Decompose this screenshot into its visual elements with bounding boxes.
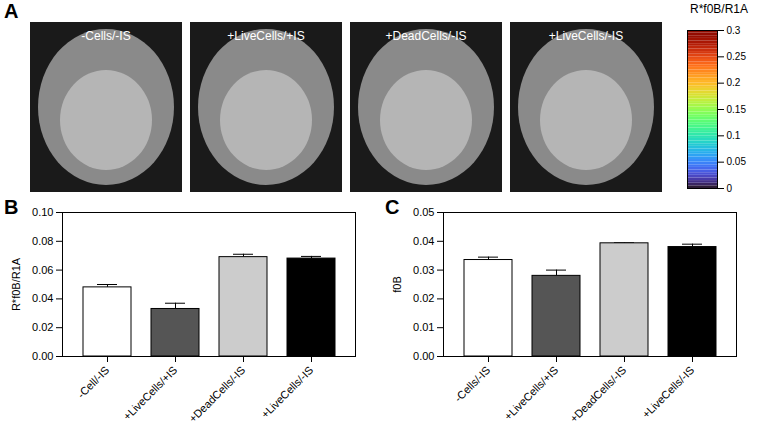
html-text:C: C	[385, 196, 400, 218]
svg-text:+LiveCells/+IS: +LiveCells/+IS	[227, 29, 304, 43]
svg-text:0.3: 0.3	[727, 25, 741, 36]
svg-text:0.00: 0.00	[413, 350, 434, 362]
html-text:A: A	[4, 0, 19, 22]
svg-text:+LiveCells/-IS: +LiveCells/-IS	[259, 364, 316, 421]
svg-text:+LiveCells/-IS: +LiveCells/-IS	[640, 364, 697, 421]
svg-text:+LiveCells/+IS: +LiveCells/+IS	[502, 364, 561, 423]
svg-text:0.08: 0.08	[32, 235, 53, 247]
svg-text:0.04: 0.04	[32, 292, 53, 304]
svg-text:0.06: 0.06	[32, 264, 53, 276]
html-text:B: B	[4, 196, 19, 218]
svg-text:0.00: 0.00	[32, 350, 53, 362]
svg-text:0.10: 0.10	[32, 206, 53, 218]
svg-text:-Cell/-IS: -Cell/-IS	[75, 364, 112, 401]
svg-text:f0B: f0B	[391, 276, 403, 293]
svg-text:0.2: 0.2	[727, 77, 741, 88]
svg-text:+DeadCells/-IS: +DeadCells/-IS	[385, 29, 466, 43]
svg-text:-Cells/-IS: -Cells/-IS	[452, 364, 492, 404]
svg-text:R*f0B/R1A: R*f0B/R1A	[10, 257, 22, 311]
svg-text:+LiveCells/+IS: +LiveCells/+IS	[121, 364, 180, 423]
svg-text:+DeadCells/-IS: +DeadCells/-IS	[186, 364, 247, 425]
svg-text:0.15: 0.15	[727, 104, 747, 115]
svg-text:0.01: 0.01	[413, 321, 434, 333]
svg-text:0.1: 0.1	[727, 130, 741, 141]
svg-text:0.05: 0.05	[727, 156, 747, 167]
svg-text:0.05: 0.05	[413, 206, 434, 218]
svg-text:0.03: 0.03	[413, 264, 434, 276]
svg-text:0.04: 0.04	[413, 235, 434, 247]
svg-text:0: 0	[727, 183, 733, 194]
svg-text:+LiveCells/-IS: +LiveCells/-IS	[549, 29, 623, 43]
svg-text:-Cells/-IS: -Cells/-IS	[81, 29, 130, 43]
svg-text:0.25: 0.25	[727, 51, 747, 62]
svg-text:+DeadCells/-IS: +DeadCells/-IS	[567, 364, 628, 425]
svg-text:0.02: 0.02	[32, 321, 53, 333]
html-text:R*f0B/R1A: R*f0B/R1A	[690, 2, 748, 16]
svg-text:0.02: 0.02	[413, 292, 434, 304]
